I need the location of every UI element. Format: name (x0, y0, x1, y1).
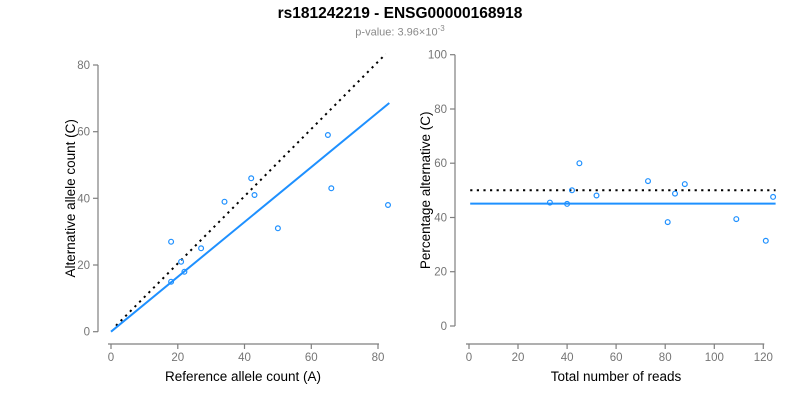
right-data-point (770, 193, 777, 200)
plot-subtitle: p-value: 3.96×10-3 (0, 24, 800, 39)
right-data-point (644, 178, 651, 185)
left-data-point (168, 278, 175, 285)
left-expected-identity-line (115, 53, 387, 327)
left-x-tick-label: 40 (238, 352, 251, 364)
right-data-point (546, 199, 553, 206)
right-x-tick-label: 60 (610, 352, 623, 364)
left-x-tick-label: 0 (108, 352, 114, 364)
left-y-axis-label: Alternative allele count (C) (63, 119, 78, 277)
left-x-tick-label: 80 (372, 352, 385, 364)
left-data-point (251, 192, 258, 199)
left-data-point (198, 245, 205, 252)
left-y-tick-label: 80 (77, 60, 90, 72)
right-data-point (664, 219, 671, 226)
figure-header: rs181242219 - ENSG00000168918 p-value: 3… (0, 5, 800, 39)
left-y-tick-label: 20 (77, 260, 90, 272)
right-y-axis-label: Percentage alternative (C) (418, 112, 433, 270)
right-y-tick-label: 60 (434, 158, 447, 170)
left-y-tick-label: 60 (77, 127, 90, 139)
right-x-tick-label: 100 (705, 352, 724, 364)
left-data-point (248, 175, 255, 182)
right-data-point (568, 187, 575, 194)
right-y-tick-label: 0 (441, 321, 447, 333)
left-data-point (324, 132, 331, 139)
left-data-point (178, 258, 185, 265)
left-data-point (274, 225, 281, 232)
left-data-point (181, 268, 188, 275)
right-data-point (564, 200, 571, 207)
right-data-point (671, 190, 678, 197)
left-data-point (221, 198, 228, 205)
left-fitted-regression-line (110, 102, 390, 333)
left-data-point (328, 185, 335, 192)
left-y-tick-label: 40 (77, 193, 90, 205)
right-y-tick-label: 40 (434, 213, 447, 225)
left-y-tick-label: 0 (84, 327, 90, 339)
right-x-axis-label: Total number of reads (551, 369, 682, 384)
right-data-point (593, 192, 600, 199)
right-x-tick-label: 40 (561, 352, 574, 364)
right-data-point (733, 216, 740, 223)
right-y-tick-label: 100 (428, 50, 447, 62)
left-data-point (385, 202, 392, 209)
p-value-label: p-value: 3.96×10 (355, 26, 438, 39)
right-data-point (681, 181, 688, 188)
right-y-tick-label: 20 (434, 267, 447, 279)
p-value-exponent: -3 (437, 24, 445, 34)
plot-title: rs181242219 - ENSG00000168918 (277, 5, 523, 22)
right-x-tick-label: 80 (659, 352, 672, 364)
left-data-point (168, 238, 175, 245)
left-x-axis-label: Reference allele count (A) (165, 369, 321, 384)
right-y-tick-label: 80 (434, 104, 447, 116)
left-x-tick-label: 20 (171, 352, 184, 364)
right-x-tick-label: 20 (512, 352, 525, 364)
right-x-tick-label: 0 (466, 352, 472, 364)
right-x-tick-label: 120 (754, 352, 773, 364)
right-data-point (762, 237, 769, 244)
right-data-point (576, 160, 583, 167)
left-x-tick-label: 60 (305, 352, 318, 364)
